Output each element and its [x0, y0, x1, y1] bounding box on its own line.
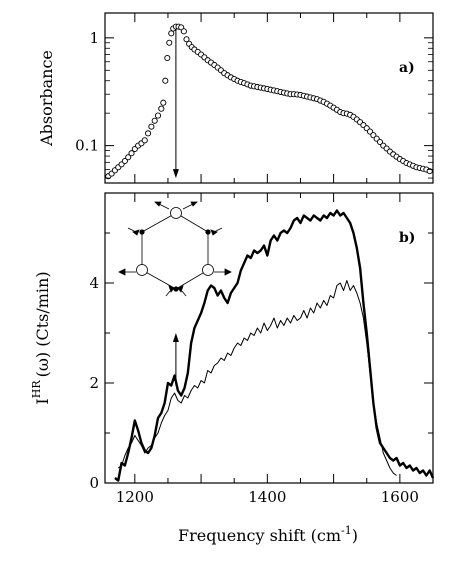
- hexagon-ring: [141, 212, 209, 290]
- y-axis-superscript: HR: [30, 380, 43, 399]
- x-axis-label: Frequency shift (cm-1): [178, 524, 358, 545]
- x-tick-label: 1600: [381, 488, 419, 506]
- panel-b: 0 2 4 1200 1400 1600 b) IHR (ω) (Cts/min): [30, 192, 435, 545]
- y-axis-symbol: I: [33, 398, 52, 404]
- absorbance-point: [162, 77, 169, 84]
- atom-top: [170, 207, 182, 219]
- panel-a-plot-area: [105, 23, 433, 180]
- atom-right: [202, 264, 214, 276]
- panel-b-axes: 0 2 4 1200 1400 1600: [89, 193, 434, 506]
- panel-a-arrow-head: [172, 169, 179, 179]
- absorbance-point: [164, 54, 171, 62]
- absorbance-point: [148, 123, 155, 130]
- panel-a-y-tick-label: 1: [89, 29, 99, 47]
- absorbance-point: [183, 36, 190, 43]
- absorbance-point: [158, 105, 165, 112]
- panel-b-y-axis-label: IHR (ω) (Cts/min): [30, 271, 52, 404]
- panel-a-frame: [104, 12, 434, 184]
- x-axis-label-main: Frequency shift (cm: [178, 526, 341, 545]
- x-tick-label: 1200: [116, 488, 154, 506]
- y-axis-rest: (ω) (Cts/min): [33, 271, 52, 377]
- atom-upper-left: [139, 229, 145, 235]
- panel-a-y-tick-label: 0.1: [75, 137, 99, 155]
- atom-left: [136, 264, 148, 276]
- molecule-inset-diagram: [118, 201, 232, 297]
- displacement-arrows: [118, 201, 232, 297]
- panel-b-label: b): [399, 230, 415, 246]
- absorbance-point: [376, 138, 384, 146]
- panel-a-axes: 0.11: [75, 13, 434, 183]
- x-axis-label-end: ): [352, 526, 358, 545]
- panel-a-label: a): [399, 60, 415, 76]
- absorbance-point: [151, 117, 158, 124]
- absorbance-point: [141, 137, 148, 144]
- absorbance-point: [166, 39, 173, 46]
- atom-upper-right: [205, 229, 211, 235]
- panel-b-y-tick-label: 0: [89, 474, 99, 492]
- panel-b-y-tick-label: 2: [89, 374, 99, 392]
- absorbance-point: [180, 28, 187, 35]
- absorbance-point: [121, 157, 128, 165]
- absorbance-point: [160, 99, 167, 106]
- x-tick-label: 1400: [248, 488, 286, 506]
- absorbance-point: [154, 112, 162, 119]
- series-line-thin: [117, 280, 397, 476]
- atom-bottom: [173, 286, 179, 292]
- series-line-thick: [114, 209, 435, 482]
- x-axis-label-sup: -1: [341, 524, 352, 537]
- panel-b-y-tick-label: 4: [89, 274, 99, 292]
- absorbance-point: [145, 130, 152, 137]
- panel-a-y-axis-label: Absorbance: [37, 50, 56, 147]
- absorbance-point: [125, 154, 132, 161]
- absorbance-point: [128, 150, 135, 157]
- panel-b-arrow-head: [172, 333, 179, 342]
- absorbance-point: [366, 128, 374, 135]
- panel-b-frame: [104, 192, 434, 484]
- panel-b-plot-area: [114, 209, 435, 482]
- panel-a: 0.11 a) Absorbance: [37, 12, 434, 184]
